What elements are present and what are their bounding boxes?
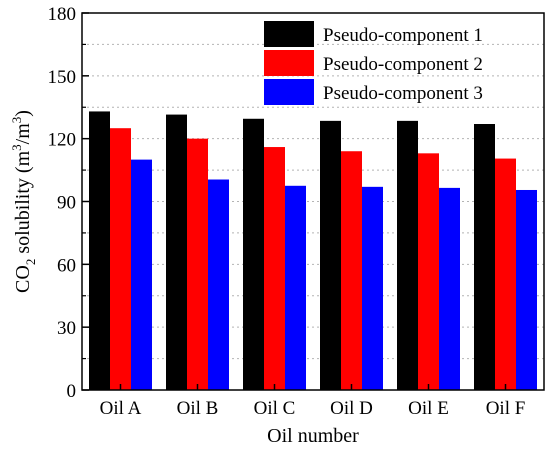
- legend-swatch-1: [264, 21, 314, 47]
- bar-1-oil-b: [166, 114, 187, 390]
- bar-1-oil-a: [89, 111, 110, 390]
- legend-swatch-3: [264, 79, 314, 105]
- y-axis-label: CO2 solubility (m3/m3): [9, 110, 38, 293]
- bar-2-oil-d: [341, 151, 362, 390]
- legend-item-2: Pseudo-component 2: [264, 50, 483, 76]
- x-tick-label: Oil F: [486, 398, 526, 419]
- bar-1-oil-c: [243, 118, 264, 391]
- y-axis-ticks: 0 30 60 90 120 150 180: [48, 4, 89, 402]
- bar-3-oil-d: [362, 186, 383, 390]
- bar-2-oil-f: [495, 158, 516, 390]
- bar-2-oil-a: [110, 128, 131, 390]
- x-tick-label: Oil D: [330, 398, 373, 419]
- x-tick-label: Oil E: [408, 398, 449, 419]
- bar-2-oil-b: [187, 138, 208, 390]
- y-tick-label: 60: [57, 255, 76, 276]
- legend-item-3: Pseudo-component 3: [264, 79, 483, 105]
- bar-2-oil-e: [418, 153, 439, 390]
- legend-label-3: Pseudo-component 3: [323, 83, 483, 104]
- x-axis-label: Oil number: [267, 425, 359, 447]
- legend-label-1: Pseudo-component 1: [323, 25, 483, 46]
- x-tick-label: Oil B: [177, 398, 219, 419]
- y-tick-label: 180: [48, 4, 77, 25]
- bar-1-oil-f: [474, 124, 495, 390]
- legend-label-2: Pseudo-component 2: [323, 54, 483, 75]
- bar-3-oil-c: [285, 185, 306, 390]
- y-tick-label: 0: [67, 381, 77, 402]
- bar-3-oil-f: [516, 189, 537, 390]
- bar-1-oil-e: [397, 120, 418, 390]
- y-tick-label: 150: [48, 67, 77, 88]
- legend: Pseudo-component 1 Pseudo-component 2 Ps…: [264, 21, 483, 105]
- bar-2-oil-c: [264, 147, 285, 390]
- x-tick-label: Oil A: [100, 398, 142, 419]
- bar-3-oil-e: [439, 187, 460, 390]
- y-tick-label: 90: [57, 193, 76, 214]
- grid-lines: [82, 43, 544, 360]
- bar-1-oil-d: [320, 120, 341, 390]
- bars: [89, 111, 537, 391]
- bar-3-oil-a: [131, 159, 152, 390]
- y-tick-label: 30: [57, 318, 76, 339]
- x-tick-label: Oil C: [254, 398, 296, 419]
- y-tick-label: 120: [48, 130, 77, 151]
- bar-3-oil-b: [208, 179, 229, 390]
- x-axis-ticks: Oil A Oil B Oil C Oil D Oil E Oil F: [100, 384, 526, 419]
- legend-swatch-2: [264, 50, 314, 76]
- legend-item-1: Pseudo-component 1: [264, 21, 483, 47]
